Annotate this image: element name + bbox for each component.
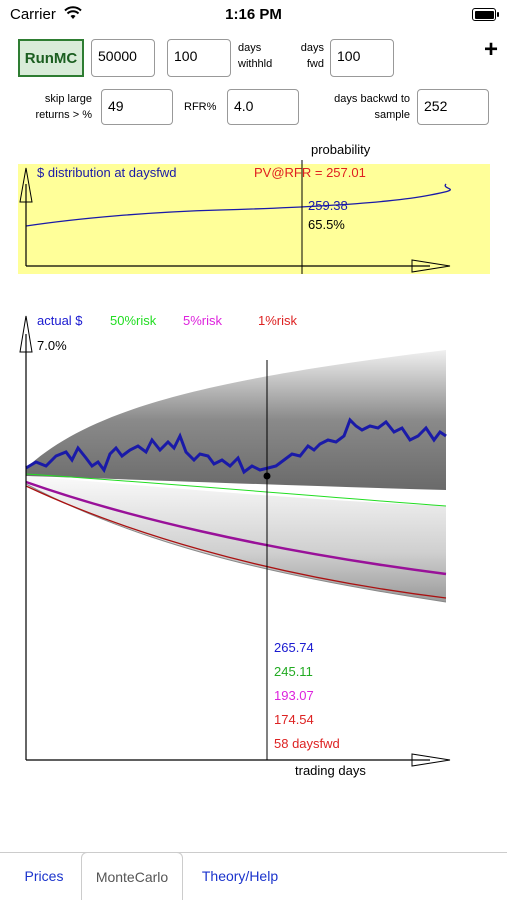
days-withheld-label-line2: withhld bbox=[238, 58, 273, 70]
skip-large-label: skip large returns > % bbox=[20, 91, 92, 123]
distribution-background bbox=[18, 164, 490, 274]
readout-actual: 265.74 bbox=[274, 640, 314, 655]
readout-1-risk: 174.54 bbox=[274, 712, 314, 727]
add-button[interactable]: + bbox=[484, 36, 499, 63]
legend-50-risk: 50%risk bbox=[110, 313, 157, 328]
legend-1-risk: 1%risk bbox=[258, 313, 298, 328]
skip-large-input[interactable]: 49 bbox=[101, 89, 173, 125]
x-axis-label: trading days bbox=[295, 763, 366, 778]
days-fwd-label-line1: days bbox=[300, 42, 324, 54]
readout-daysfwd: 58 daysfwd bbox=[274, 736, 340, 751]
days-withheld-label-line1: days bbox=[238, 42, 262, 54]
risk5-line bbox=[25, 480, 447, 576]
skip-label-line2: returns > % bbox=[35, 109, 92, 121]
backwd-label-line1: days backwd to bbox=[334, 93, 410, 105]
backwd-label-line2: sample bbox=[374, 109, 410, 121]
battery-icon bbox=[472, 8, 496, 21]
x-axis-arrow bbox=[411, 753, 451, 767]
wifi-icon bbox=[64, 6, 82, 24]
distribution-x-arrow bbox=[411, 259, 451, 273]
status-bar: Carrier 1:16 PM bbox=[0, 0, 507, 30]
actual-price-line bbox=[25, 417, 447, 475]
days-backwd-label: days backwd to sample bbox=[316, 91, 410, 123]
rfr-input[interactable]: 4.0 bbox=[227, 89, 299, 125]
risk50-line bbox=[25, 473, 447, 507]
tab-prices[interactable]: Prices bbox=[24, 868, 64, 884]
y-axis-label: 7.0% bbox=[37, 338, 67, 353]
upper-band bbox=[26, 350, 446, 490]
days-fwd-label-line2: fwd bbox=[306, 58, 324, 70]
days-fwd-input[interactable]: 100 bbox=[330, 39, 394, 77]
tab-theory-help[interactable]: Theory/Help bbox=[201, 868, 279, 884]
tab-bar bbox=[0, 852, 507, 901]
carrier-label: Carrier bbox=[10, 6, 56, 23]
pv-label: PV@RFR = 257.01 bbox=[254, 165, 366, 180]
cursor-probability: 65.5% bbox=[308, 217, 345, 232]
days-withheld-label: days withhld bbox=[238, 40, 272, 72]
days-fwd-label: days fwd bbox=[296, 40, 324, 72]
readout-5-risk: 193.07 bbox=[274, 688, 314, 703]
legend-actual: actual $ bbox=[37, 313, 83, 328]
run-mc-button[interactable]: RunMC bbox=[18, 39, 84, 77]
distribution-title: $ distribution at daysfwd bbox=[37, 165, 176, 180]
risk1-line bbox=[25, 485, 447, 599]
probability-label: probability bbox=[311, 142, 371, 157]
battery-tip-icon bbox=[497, 12, 499, 17]
readout-50-risk: 245.11 bbox=[274, 664, 313, 679]
distribution-chart[interactable]: $ distribution at daysfwd PV@RFR = 257.0… bbox=[0, 160, 507, 280]
clock: 1:16 PM bbox=[225, 6, 282, 23]
legend-5-risk: 5%risk bbox=[183, 313, 223, 328]
cursor-dot bbox=[263, 472, 271, 480]
tab-montecarlo[interactable]: MonteCarlo bbox=[81, 852, 183, 900]
runs-input[interactable]: 50000 bbox=[91, 39, 155, 77]
montecarlo-chart[interactable]: actual $ 50%risk 5%risk 1%risk 7.0% 265.… bbox=[0, 290, 507, 790]
cursor-value: 259.38 bbox=[308, 198, 348, 213]
days-backwd-input[interactable]: 252 bbox=[417, 89, 489, 125]
rfr-label: RFR% bbox=[184, 101, 217, 113]
y-axis-arrow bbox=[19, 315, 33, 353]
days-withheld-input[interactable]: 100 bbox=[167, 39, 231, 77]
skip-label-line1: skip large bbox=[44, 93, 92, 105]
distribution-y-arrow bbox=[19, 167, 33, 203]
